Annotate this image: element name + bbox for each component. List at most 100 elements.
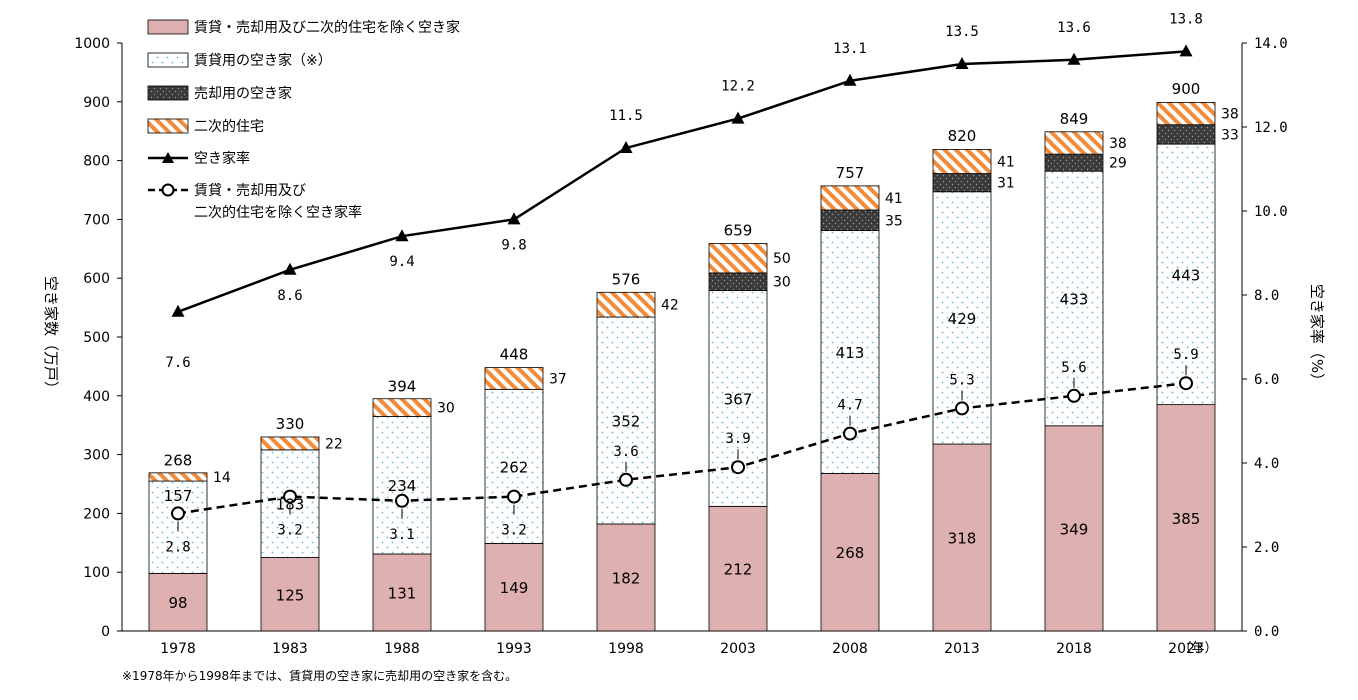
rate-label: 13.8 xyxy=(1169,11,1203,27)
y-tick-label: 200 xyxy=(83,506,110,522)
x-tick-label: 2023 xyxy=(1168,641,1204,657)
bar-segment-sale xyxy=(932,173,992,193)
bar-segment-other xyxy=(148,572,208,632)
bar-total-label: 820 xyxy=(948,127,977,145)
bar-value-label: 30 xyxy=(437,401,455,417)
bar-total-label: 757 xyxy=(836,164,865,182)
bar-segment-other xyxy=(484,542,544,632)
y-tick-label: 800 xyxy=(83,154,110,170)
x-tick-label: 2013 xyxy=(944,641,980,657)
other-rate-marker xyxy=(843,426,857,441)
bar-total-label: 900 xyxy=(1172,80,1201,98)
x-unit-label: （年） xyxy=(1178,641,1217,656)
y2-tick-label: 14.0 xyxy=(1254,36,1288,52)
bar-value-label: 149 xyxy=(500,579,529,597)
bars xyxy=(148,101,1216,632)
y2-tick-label: 2.0 xyxy=(1254,540,1279,556)
bar-value-label: 262 xyxy=(500,458,529,476)
bar-segment-secondary xyxy=(260,436,320,451)
line-other-rate xyxy=(177,381,1187,515)
legend-label: 二次的住宅 xyxy=(194,119,264,135)
bar-total-label: 659 xyxy=(724,222,753,240)
bar-segment-other xyxy=(372,553,432,632)
y2-tick-label: 0.0 xyxy=(1254,624,1279,640)
bar-value-label: 352 xyxy=(612,412,641,430)
bar-value-label: 35 xyxy=(885,213,903,229)
bar-value-label: 157 xyxy=(164,487,193,505)
legend-label-other-rate: 賃貸・売却用及び二次的住宅を除く空き家率 xyxy=(194,183,362,221)
x-tick-label: 2003 xyxy=(720,641,756,657)
other-rate-label: 3.2 xyxy=(501,523,526,539)
other-rate-label: 5.6 xyxy=(1061,360,1086,376)
legend-label: 売却用の空き家 xyxy=(194,85,292,102)
y-tick-label: 400 xyxy=(83,389,110,405)
rate-marker xyxy=(955,57,969,69)
other-rate-marker xyxy=(507,489,521,504)
bar-value-label: 29 xyxy=(1109,156,1127,172)
bar-segment-other xyxy=(820,473,880,632)
other-rate-marker xyxy=(1067,388,1081,403)
bar-value-label: 268 xyxy=(836,544,865,562)
bar-value-label: 443 xyxy=(1172,266,1201,284)
bar-value-label: 385 xyxy=(1172,510,1201,528)
bar-segment-other xyxy=(260,557,320,632)
legend-swatch xyxy=(147,85,189,101)
y-tick-label: 0 xyxy=(101,624,110,640)
bar-segment-sale xyxy=(708,272,768,291)
rate-marker xyxy=(283,262,297,275)
other-rate-marker xyxy=(395,493,409,508)
other-rate-label: 3.9 xyxy=(725,431,750,447)
bar-value-label: 14 xyxy=(213,470,231,486)
y2-axis-label: 空き家率（%） xyxy=(1308,284,1326,388)
bar-value-label: 30 xyxy=(773,275,791,291)
bar-total-label: 448 xyxy=(500,346,529,364)
x-tick-label: 2018 xyxy=(1056,641,1092,657)
other-rate-label: 2.8 xyxy=(165,539,190,555)
bar-total-label: 268 xyxy=(164,451,193,469)
y-tick-label: 1000 xyxy=(74,36,110,52)
rate-label: 9.4 xyxy=(389,254,414,270)
y-tick-label: 600 xyxy=(83,271,110,287)
bar-value-label: 212 xyxy=(724,561,753,579)
bar-total-label: 849 xyxy=(1060,110,1089,128)
bar-value-label: 429 xyxy=(948,310,977,328)
other-rate-marker xyxy=(955,401,969,416)
y-axis-label: 空き家数（万戸） xyxy=(42,276,60,396)
rate-label: 13.6 xyxy=(1057,20,1091,36)
bar-total-label: 330 xyxy=(276,415,305,433)
rate-marker xyxy=(507,212,521,225)
bar-value-label: 41 xyxy=(885,191,903,207)
y2-tick-label: 4.0 xyxy=(1254,456,1279,472)
y2-tick-label: 12.0 xyxy=(1254,120,1288,136)
bar-value-label: 349 xyxy=(1060,520,1089,538)
bar-segment-secondary xyxy=(932,149,992,174)
legend-swatch xyxy=(147,118,189,134)
bar-value-label: 131 xyxy=(388,584,417,602)
rate-marker xyxy=(843,73,857,86)
bar-segment-secondary xyxy=(708,243,768,274)
bar-segment-secondary xyxy=(596,291,656,318)
other-rate-label: 3.2 xyxy=(277,523,302,539)
y-tick-label: 100 xyxy=(83,565,110,581)
bar-value-label: 33 xyxy=(1221,127,1239,143)
legend-label: 空き家率 xyxy=(194,150,250,167)
rate-marker xyxy=(619,141,633,153)
y-tick-label: 900 xyxy=(83,95,110,111)
bar-segment-rental xyxy=(596,316,656,525)
x-tick-label: 1993 xyxy=(496,641,532,657)
labels: 9815714268125183223301312343039414926237… xyxy=(164,11,1239,612)
y-tick-label: 500 xyxy=(83,330,110,346)
bar-value-label: 38 xyxy=(1221,107,1239,123)
other-rate-marker xyxy=(1179,376,1193,391)
other-rate-marker xyxy=(283,489,297,504)
bar-total-label: 576 xyxy=(612,270,641,288)
other-rate-label: 5.3 xyxy=(949,372,974,388)
rate-marker xyxy=(395,229,409,242)
bar-value-label: 125 xyxy=(276,586,305,604)
bar-segment-secondary xyxy=(148,472,208,482)
rate-label: 12.2 xyxy=(721,79,755,95)
bar-segment-secondary xyxy=(484,367,544,390)
bar-segment-secondary xyxy=(372,398,432,417)
bar-value-label: 413 xyxy=(836,344,865,362)
